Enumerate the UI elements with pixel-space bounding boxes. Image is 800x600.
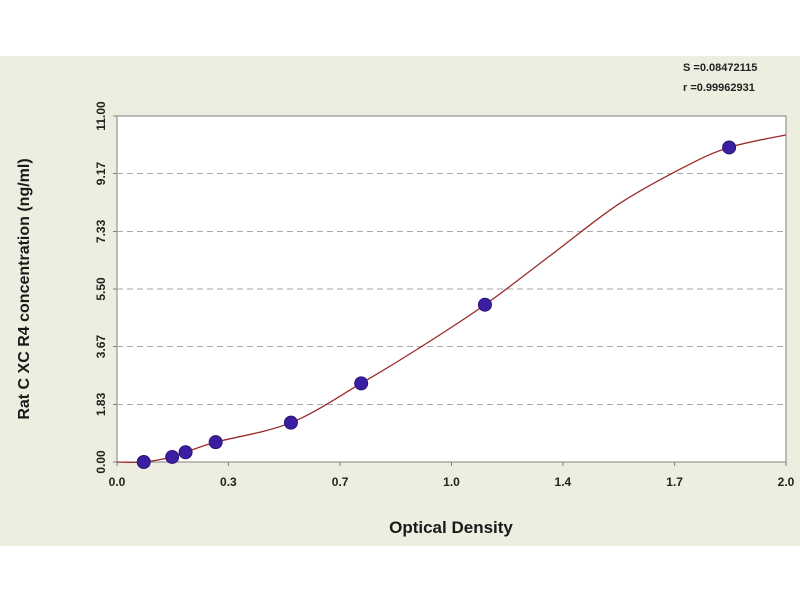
x-axis-ticks: 0.0 0.3 0.7 1.0 1.4 1.7 2.0 <box>109 462 795 489</box>
data-point-7 <box>477 297 492 312</box>
stat-s: S =0.08472115 <box>683 62 757 74</box>
x-tick-label: 1.7 <box>666 475 683 489</box>
data-point-4 <box>208 435 223 450</box>
data-point-3 <box>178 445 193 460</box>
x-tick-label: 1.0 <box>443 475 460 489</box>
y-tick-label: 11.00 <box>94 101 108 131</box>
x-tick-label: 1.4 <box>555 475 572 489</box>
x-tick-label: 0.3 <box>220 475 237 489</box>
x-tick-label: 2.0 <box>778 475 795 489</box>
y-tick-label: 5.50 <box>94 277 108 301</box>
y-tick-label: 3.67 <box>94 335 108 359</box>
y-tick-label: 7.33 <box>94 219 108 243</box>
data-point-8 <box>722 140 737 155</box>
data-point-5 <box>283 415 298 430</box>
grid-lines <box>117 173 786 405</box>
y-tick-label: 1.83 <box>94 392 108 416</box>
y-axis-ticks: 0.00 1.83 3.67 5.50 7.33 9.17 11.00 <box>94 101 117 474</box>
data-points <box>136 140 737 469</box>
x-tick-label: 0.7 <box>332 475 349 489</box>
stat-r: r =0.99962931 <box>683 82 755 94</box>
data-point-2 <box>165 449 180 464</box>
data-point-6 <box>354 376 369 391</box>
y-tick-label: 0.00 <box>94 450 108 474</box>
x-tick-label: 0.0 <box>109 475 126 489</box>
data-point-1 <box>136 455 151 469</box>
y-tick-label: 9.17 <box>94 162 108 186</box>
y-axis-label: Rat C XC R4 concentration (ng/ml) <box>16 158 33 419</box>
x-axis-label: Optical Density <box>389 518 513 537</box>
